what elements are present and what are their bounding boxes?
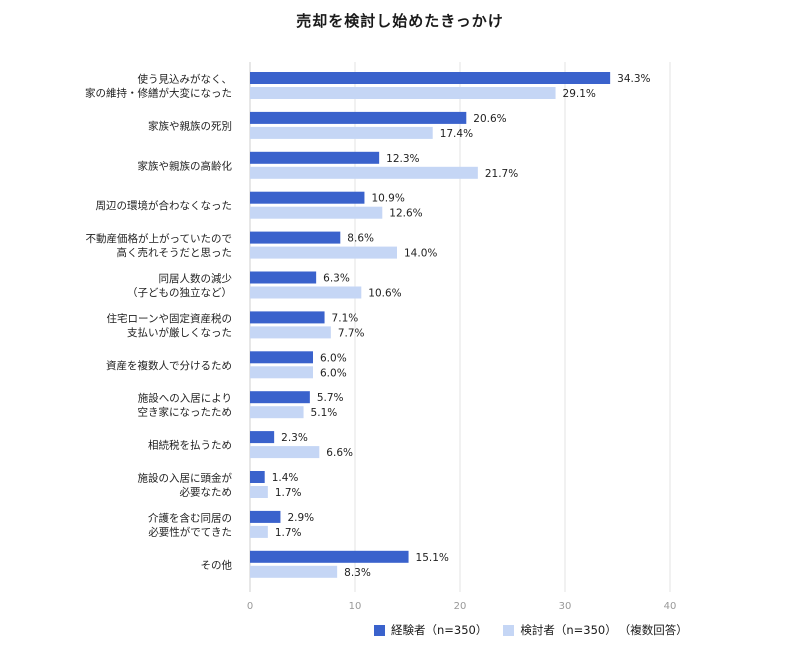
category-label: 必要なため xyxy=(180,486,233,499)
value-label: 21.7% xyxy=(485,168,518,180)
bar-considering xyxy=(250,446,320,459)
category-label: （子どもの独立など） xyxy=(127,286,232,299)
bar-considering xyxy=(250,87,556,99)
bar-experienced xyxy=(250,471,265,483)
bar-considering xyxy=(250,486,268,498)
category-label: 使う見込みがなく、 xyxy=(138,73,233,86)
chart-title: 売却を検討し始めたきっかけ xyxy=(296,12,504,30)
value-label: 5.7% xyxy=(317,392,344,404)
bar-experienced xyxy=(250,191,365,204)
value-label: 8.3% xyxy=(344,567,371,579)
value-label: 10.6% xyxy=(368,288,401,300)
bar-considering xyxy=(250,406,304,419)
category-label: その他 xyxy=(201,558,233,571)
category-label: 住宅ローンや固定資産税の xyxy=(107,312,232,325)
bar-experienced xyxy=(250,271,317,284)
value-label: 29.1% xyxy=(563,88,596,100)
value-label: 7.7% xyxy=(338,327,365,339)
legend-item-considering: 検討者（n=350） （複数回答） xyxy=(503,622,688,638)
bar-experienced xyxy=(250,72,611,84)
legend-swatch-experienced xyxy=(374,624,385,636)
legend-label-considering: 検討者（n=350） xyxy=(520,623,617,637)
bar-considering xyxy=(250,286,362,299)
value-label: 1.7% xyxy=(275,527,302,539)
legend-item-experienced: 経験者（n=350） xyxy=(374,622,487,638)
category-label: 周辺の環境が合わなくなった xyxy=(96,199,233,212)
value-label: 12.6% xyxy=(389,208,422,220)
bar-experienced xyxy=(250,510,281,523)
legend: 経験者（n=350） 検討者（n=350） （複数回答） xyxy=(374,622,704,638)
legend-note: （複数回答） xyxy=(618,623,688,637)
bar-experienced xyxy=(250,550,409,563)
bar-experienced xyxy=(250,231,341,244)
value-label: 17.4% xyxy=(440,128,473,140)
value-label: 34.3% xyxy=(617,73,650,85)
x-tick-label: 30 xyxy=(559,601,572,612)
bar-experienced xyxy=(250,111,467,124)
category-label: 相続税を払うため xyxy=(148,439,232,452)
bar-considering xyxy=(250,525,268,538)
value-label: 7.1% xyxy=(332,312,359,324)
bar-considering xyxy=(250,166,478,179)
bar-experienced xyxy=(250,311,325,324)
bar-considering xyxy=(250,326,331,339)
x-tick-label: 10 xyxy=(349,601,362,612)
value-label: 2.9% xyxy=(287,512,314,524)
category-label: 施設への入居により xyxy=(138,392,232,405)
x-tick-label: 20 xyxy=(454,601,467,612)
value-label: 6.0% xyxy=(320,352,347,364)
value-label: 6.3% xyxy=(323,273,350,285)
value-label: 1.7% xyxy=(275,487,302,499)
bar-experienced xyxy=(250,431,275,444)
legend-swatch-considering xyxy=(503,624,515,636)
bar-experienced xyxy=(250,351,313,364)
bar-considering xyxy=(250,246,397,259)
category-label: 家族や親族の高齢化 xyxy=(138,159,233,172)
value-label: 2.3% xyxy=(281,432,308,444)
category-label: 資産を複数人で分けるため xyxy=(106,359,232,372)
category-label: 空き家になったため xyxy=(138,406,233,419)
value-label: 20.6% xyxy=(473,113,506,125)
value-label: 12.3% xyxy=(386,153,419,165)
value-label: 14.0% xyxy=(404,248,437,260)
value-label: 8.6% xyxy=(347,233,374,245)
value-label: 10.9% xyxy=(371,193,404,205)
value-label: 6.0% xyxy=(320,367,347,379)
category-label: 不動産価格が上がっていたので xyxy=(86,232,232,245)
legend-label-experienced: 経験者（n=350） xyxy=(391,623,488,637)
bar-considering xyxy=(250,366,313,379)
category-label: 家族や親族の死別 xyxy=(148,119,232,132)
category-label: 介護を含む同居の xyxy=(148,511,232,524)
category-label: 施設の入居に頭金が xyxy=(138,472,233,485)
x-tick-label: 0 xyxy=(247,601,253,612)
bar-experienced xyxy=(250,391,310,404)
category-label: 支払いが厳しくなった xyxy=(127,326,232,339)
bar-considering xyxy=(250,565,338,578)
bar-experienced xyxy=(250,151,380,164)
category-label: 同居人数の減少 xyxy=(159,272,233,285)
category-label: 高く売れそうだと思った xyxy=(117,246,233,259)
value-label: 15.1% xyxy=(416,552,449,564)
value-label: 6.6% xyxy=(326,447,353,459)
bar-considering xyxy=(250,206,383,219)
value-label: 1.4% xyxy=(272,472,299,484)
category-label: 必要性がでてきた xyxy=(148,525,232,538)
x-tick-label: 40 xyxy=(664,601,677,612)
bar-considering xyxy=(250,126,433,139)
value-label: 5.1% xyxy=(311,407,338,419)
category-label: 家の維持・修繕が大変になった xyxy=(85,87,232,100)
